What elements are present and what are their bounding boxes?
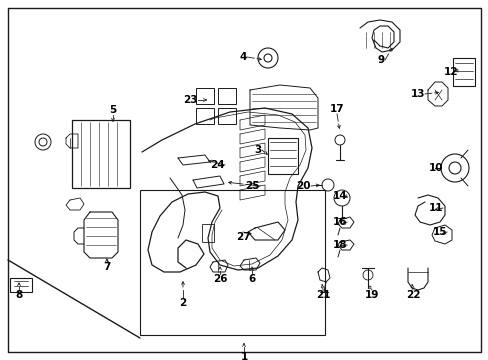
Bar (218, 108, 236, 124)
Text: 12: 12 (443, 67, 457, 77)
Text: 26: 26 (212, 274, 227, 284)
Bar (202, 224, 214, 242)
Text: 15: 15 (431, 227, 446, 237)
Text: 9: 9 (377, 55, 384, 65)
Text: 7: 7 (103, 262, 110, 272)
Bar (452, 58, 474, 86)
Text: 18: 18 (332, 240, 346, 250)
Text: 14: 14 (332, 191, 346, 201)
Text: 10: 10 (427, 163, 442, 173)
Text: 6: 6 (248, 274, 255, 284)
Bar (10, 278, 32, 292)
Text: 11: 11 (427, 203, 442, 213)
Text: 17: 17 (329, 104, 344, 114)
Bar (218, 88, 236, 104)
Text: 19: 19 (364, 290, 378, 300)
Text: 3: 3 (254, 145, 262, 155)
Text: 2: 2 (179, 298, 186, 308)
Bar (196, 88, 214, 104)
Text: 27: 27 (235, 232, 250, 242)
Text: 13: 13 (409, 89, 424, 99)
Text: 24: 24 (210, 160, 224, 170)
Text: 4: 4 (239, 52, 246, 62)
Text: 21: 21 (315, 290, 329, 300)
Text: 16: 16 (332, 217, 346, 227)
Text: 5: 5 (109, 105, 116, 115)
Text: 22: 22 (405, 290, 419, 300)
Bar (267, 138, 297, 174)
Text: 8: 8 (15, 290, 22, 300)
Text: 25: 25 (245, 181, 260, 191)
Text: 23: 23 (183, 95, 198, 105)
Bar (140, 190, 325, 335)
Text: 20: 20 (296, 181, 310, 191)
Text: 1: 1 (240, 352, 247, 360)
Bar (72, 120, 130, 188)
Bar (196, 108, 214, 124)
